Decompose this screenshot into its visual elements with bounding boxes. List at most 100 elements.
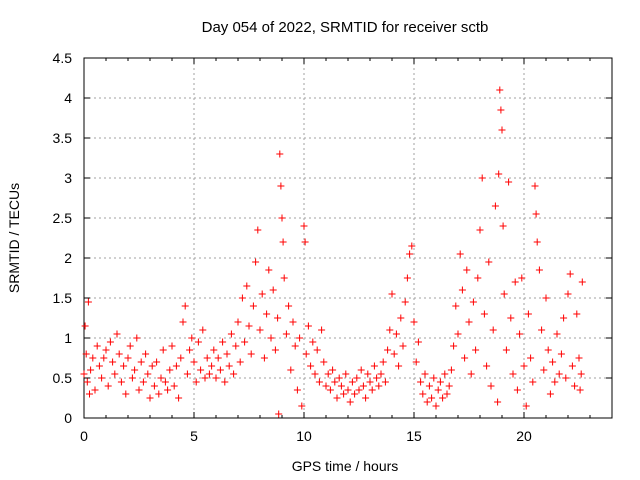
- data-point: [208, 362, 216, 370]
- data-point: [219, 338, 227, 346]
- data-point: [126, 342, 134, 350]
- data-points: [80, 86, 586, 418]
- data-point: [320, 358, 328, 366]
- data-point: [456, 250, 464, 258]
- data-point: [478, 174, 486, 182]
- data-point: [472, 346, 480, 354]
- data-point: [104, 382, 112, 390]
- data-point: [122, 390, 130, 398]
- data-point: [212, 374, 220, 382]
- data-point: [277, 182, 285, 190]
- data-point: [390, 350, 398, 358]
- data-point: [568, 362, 576, 370]
- data-point: [487, 382, 495, 390]
- data-point: [421, 370, 429, 378]
- data-point: [527, 354, 535, 362]
- chart-title: Day 054 of 2022, SRMTID for receiver sct…: [202, 19, 489, 36]
- data-point: [452, 302, 460, 310]
- data-point: [436, 378, 444, 386]
- data-point: [271, 346, 279, 354]
- data-point: [555, 370, 563, 378]
- data-point: [258, 290, 266, 298]
- data-point: [144, 370, 152, 378]
- data-point: [511, 278, 519, 286]
- data-point: [351, 390, 359, 398]
- data-point: [425, 382, 433, 390]
- data-point: [83, 378, 91, 386]
- grid-lines: [84, 58, 612, 418]
- data-point: [109, 358, 117, 366]
- data-point: [461, 354, 469, 362]
- data-point: [300, 222, 308, 230]
- data-point: [562, 374, 570, 382]
- data-point: [454, 330, 462, 338]
- data-point: [82, 350, 90, 358]
- data-point: [280, 274, 288, 282]
- data-point: [353, 374, 361, 382]
- data-point: [340, 390, 348, 398]
- data-point: [397, 314, 405, 322]
- data-point: [529, 378, 537, 386]
- data-point: [445, 382, 453, 390]
- data-point: [533, 238, 541, 246]
- data-point: [91, 386, 99, 394]
- data-point: [216, 366, 224, 374]
- data-point: [302, 350, 310, 358]
- data-point: [518, 274, 526, 282]
- data-point: [483, 362, 491, 370]
- data-point: [362, 394, 370, 402]
- data-point: [495, 170, 503, 178]
- data-point: [430, 374, 438, 382]
- data-point: [256, 326, 264, 334]
- data-point: [289, 318, 297, 326]
- data-point: [333, 394, 341, 402]
- x-tick-label: 5: [190, 428, 198, 444]
- data-point: [115, 350, 123, 358]
- data-point: [285, 302, 293, 310]
- data-point: [474, 274, 482, 282]
- data-point: [443, 390, 451, 398]
- data-point: [293, 386, 301, 394]
- data-point: [403, 274, 411, 282]
- data-point: [377, 370, 385, 378]
- data-point: [467, 370, 475, 378]
- data-point: [131, 366, 139, 374]
- y-tick-label: 2: [64, 250, 72, 266]
- data-point: [84, 298, 92, 306]
- data-point: [89, 354, 97, 362]
- data-point: [513, 386, 521, 394]
- data-point: [346, 398, 354, 406]
- data-point: [241, 338, 249, 346]
- data-point: [401, 298, 409, 306]
- data-point: [560, 314, 568, 322]
- data-point: [458, 286, 466, 294]
- data-point: [406, 250, 414, 258]
- data-point: [247, 350, 255, 358]
- data-point: [309, 338, 317, 346]
- data-point: [307, 362, 315, 370]
- data-point: [172, 362, 180, 370]
- data-point: [192, 378, 200, 386]
- data-point: [254, 226, 262, 234]
- data-point: [161, 378, 169, 386]
- data-point: [564, 290, 572, 298]
- y-tick-label: 1.5: [53, 290, 73, 306]
- data-point: [373, 374, 381, 382]
- data-point: [267, 334, 275, 342]
- data-point: [181, 302, 189, 310]
- y-tick-label: 0: [64, 410, 72, 426]
- data-point: [133, 334, 141, 342]
- data-point: [135, 386, 143, 394]
- y-tick-label: 1: [64, 330, 72, 346]
- data-point: [335, 374, 343, 382]
- data-point: [344, 386, 352, 394]
- data-point: [412, 358, 420, 366]
- data-point: [183, 370, 191, 378]
- x-tick-label: 0: [80, 428, 88, 444]
- data-point: [388, 290, 396, 298]
- data-point: [80, 370, 88, 378]
- data-point: [194, 338, 202, 346]
- data-point: [230, 370, 238, 378]
- data-point: [287, 366, 295, 374]
- data-point: [499, 222, 507, 230]
